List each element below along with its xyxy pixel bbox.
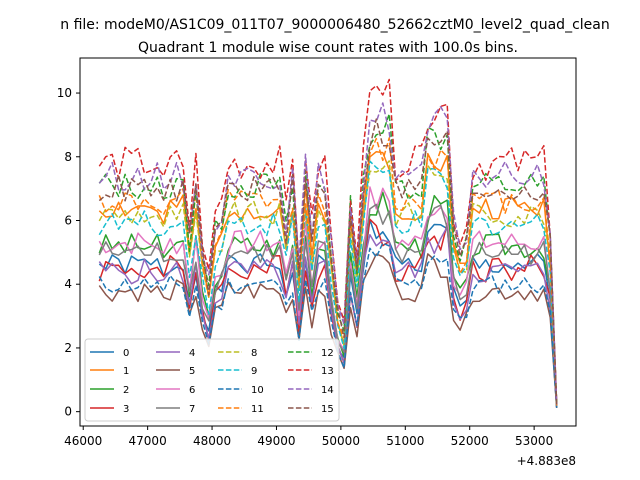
series-line-10 [98, 242, 558, 408]
y-tick-label: 6 [64, 213, 72, 227]
legend-label-12: 12 [321, 348, 334, 359]
figure-suptitle: n file: modeM0/AS1C09_011T07_9000006480_… [60, 17, 609, 33]
legend-label-2: 2 [123, 385, 129, 396]
series-line-15 [98, 118, 558, 406]
legend-label-0: 0 [123, 348, 129, 359]
legend-label-5: 5 [189, 366, 195, 377]
legend-label-8: 8 [251, 348, 257, 359]
x-tick-label: 53000 [515, 434, 553, 448]
series-line-13 [98, 78, 558, 405]
legend-label-13: 13 [321, 366, 334, 377]
y-tick-label: 4 [64, 277, 72, 291]
series-line-11 [98, 137, 558, 406]
x-tick-label: 49000 [257, 434, 295, 448]
y-axis: 0 2 4 6 8 10 [57, 86, 80, 419]
x-tick-label: 46000 [64, 434, 102, 448]
legend-label-4: 4 [189, 348, 195, 359]
legend-box [84, 338, 340, 422]
y-tick-label: 10 [57, 86, 72, 100]
y-tick-label: 0 [64, 405, 72, 419]
legend-label-10: 10 [251, 385, 264, 396]
series-line-9 [98, 160, 558, 407]
legend-label-3: 3 [123, 404, 129, 415]
series-line-2 [98, 191, 558, 407]
x-axis: 46000 47000 48000 49000 50000 51000 52000 53000 [64, 426, 553, 448]
legend-label-7: 7 [189, 404, 195, 415]
x-offset-label: +4.883e8 [517, 454, 576, 468]
x-tick-label: 48000 [193, 434, 231, 448]
legend-label-14: 14 [321, 385, 334, 396]
series-line-4 [98, 226, 558, 408]
x-tick-label: 47000 [129, 434, 167, 448]
series-line-7 [98, 203, 558, 407]
axes-frame [79, 57, 577, 427]
series-layer [98, 78, 558, 408]
y-tick-label: 8 [64, 150, 72, 164]
y-tick-label: 2 [64, 341, 72, 355]
chart-title: Quadrant 1 module wise count rates with … [138, 40, 518, 56]
legend-label-15: 15 [321, 404, 334, 415]
legend-label-9: 9 [251, 366, 257, 377]
x-tick-label: 50000 [322, 434, 360, 448]
legend-label-1: 1 [123, 366, 129, 377]
legend-label-6: 6 [189, 385, 195, 396]
x-tick-label: 52000 [451, 434, 489, 448]
series-line-14 [98, 102, 558, 405]
x-tick-label: 51000 [386, 434, 424, 448]
legend-label-11: 11 [251, 404, 264, 415]
series-line-8 [98, 160, 558, 406]
